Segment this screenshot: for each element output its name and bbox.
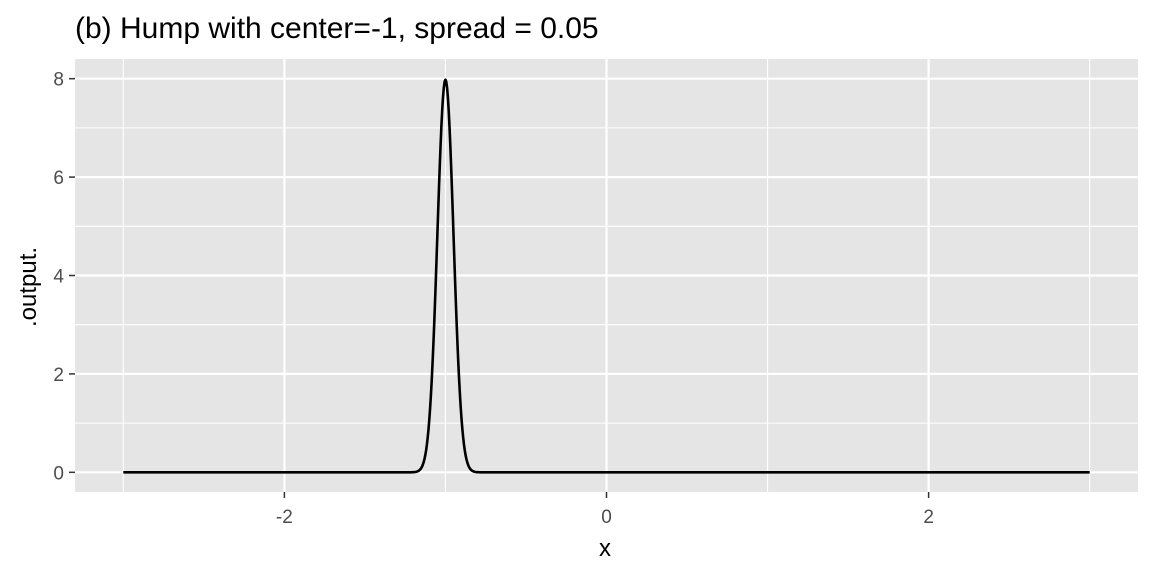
- x-axis-label: x: [599, 535, 611, 562]
- y-tick-label: 4: [53, 267, 64, 288]
- x-tick-label: 2: [923, 507, 934, 528]
- axis-ticks: -2 0 2 0 2 4 6 8: [53, 70, 933, 528]
- y-tick-label: 6: [53, 168, 64, 189]
- x-tick-label: -2: [276, 507, 293, 528]
- y-tick-label: 2: [53, 365, 64, 386]
- y-axis-label: .output.: [15, 247, 42, 327]
- x-tick-label: 0: [601, 507, 612, 528]
- y-tick-label: 8: [53, 70, 64, 91]
- y-tick-label: 0: [53, 463, 64, 484]
- series-line: [122, 78, 1091, 474]
- chart-title: (b) Hump with center=-1, spread = 0.05: [75, 12, 599, 45]
